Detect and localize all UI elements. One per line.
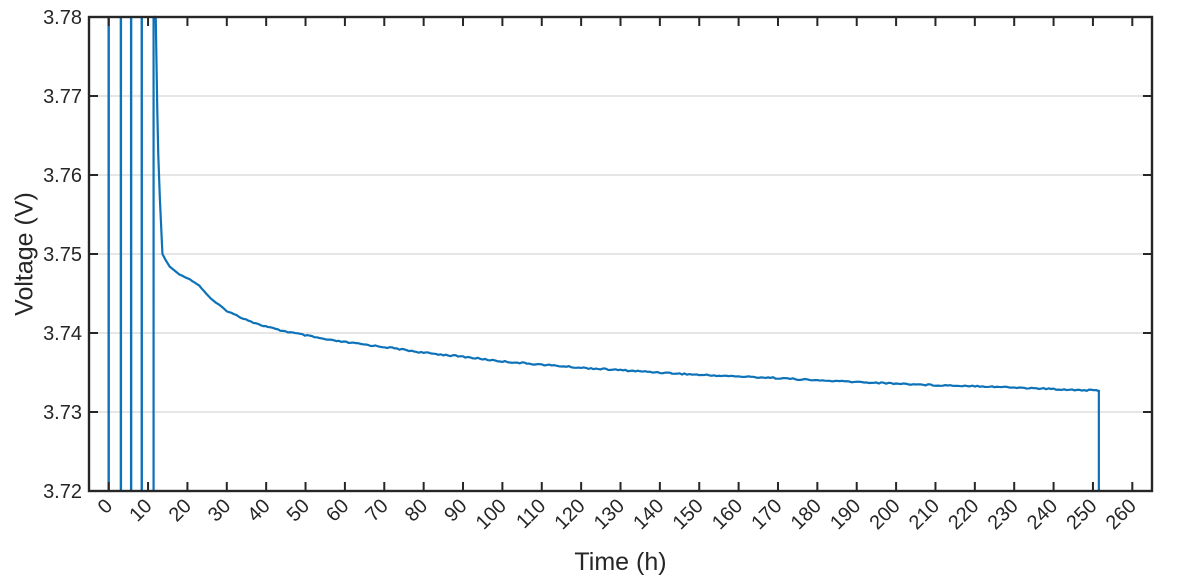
x-tick-label: 260 [1102, 495, 1141, 534]
x-tick-label: 150 [669, 495, 708, 534]
x-tick-label: 40 [243, 495, 274, 526]
y-tick-labels: 3.72 3.73 3.74 3.75 3.76 3.77 3.78 [43, 7, 82, 503]
x-tick-label: 20 [165, 495, 196, 526]
x-tick-labels: 0 10 20 30 40 50 60 70 80 90 100 110 120 130 140 150 160… [94, 495, 1141, 534]
x-tick-label: 140 [629, 495, 668, 534]
x-tick-label: 170 [747, 495, 786, 534]
x-tick-label: 190 [826, 495, 865, 534]
x-axis-title: Time (h) [574, 548, 667, 576]
x-tick-label: 230 [984, 495, 1023, 534]
x-tick-label: 90 [440, 495, 471, 526]
x-tick-label: 110 [512, 495, 550, 533]
x-tick-label: 0 [94, 495, 117, 518]
y-tick-label: 3.72 [43, 481, 82, 503]
y-tick-label: 3.74 [43, 323, 82, 345]
x-tick-label: 30 [204, 495, 235, 526]
x-tick-label: 120 [551, 495, 590, 534]
x-tick-label: 220 [944, 495, 983, 534]
data-series [107, 15, 1100, 491]
x-tick-label: 200 [865, 495, 904, 534]
x-tick-label: 250 [1062, 495, 1101, 534]
x-tick-label: 70 [362, 495, 393, 526]
x-tick-label: 160 [708, 495, 747, 534]
x-tick-label: 10 [125, 495, 156, 526]
x-tick-label: 180 [787, 495, 826, 534]
y-gridlines [89, 95, 1152, 413]
x-tick-label: 60 [322, 495, 353, 526]
y-tick-label: 3.78 [43, 7, 82, 29]
voltage-curve [152, 15, 1100, 491]
x-tick-label: 50 [283, 495, 314, 526]
x-tick-label: 130 [590, 495, 629, 534]
y-tick-label: 3.77 [43, 86, 82, 108]
x-tick-label: 240 [1023, 495, 1062, 534]
y-tick-label: 3.76 [43, 165, 82, 187]
x-tick-label: 80 [401, 495, 432, 526]
x-tick-label: 100 [472, 495, 511, 534]
x-tick-label: 210 [905, 495, 944, 534]
y-axis-title: Voltage (V) [10, 192, 39, 316]
y-tick-label: 3.73 [43, 402, 82, 424]
tick-marks [89, 16, 1152, 492]
y-tick-label: 3.75 [43, 244, 82, 266]
